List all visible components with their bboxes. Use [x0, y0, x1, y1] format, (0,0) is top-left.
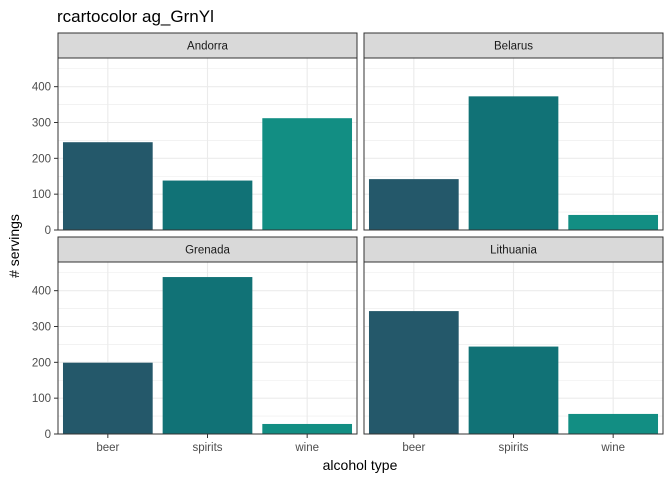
facet-strip: [57, 32, 358, 59]
y-tick-label: 200: [32, 153, 51, 165]
y-axis-title: # servings: [6, 214, 22, 278]
facet-strip-label: Andorra: [187, 41, 229, 53]
x-tick-label: beer: [402, 442, 425, 454]
x-tick-label: spirits: [498, 442, 528, 454]
bar-belarus-wine: [568, 214, 659, 230]
y-tick-label: 200: [32, 357, 51, 369]
bar-lithuania-beer: [368, 311, 459, 434]
facet-strip: [363, 236, 664, 263]
facet-strip-label: Lithuania: [490, 245, 537, 257]
bar-grenada-beer: [62, 362, 153, 434]
y-tick-label: 100: [32, 393, 51, 405]
bar-lithuania-spirits: [468, 346, 559, 434]
chart-title: rcartocolor ag_GrnYl: [57, 7, 214, 26]
facet-panel: Lithuania beer spirits wine: [363, 236, 664, 454]
x-tick-label: wine: [294, 442, 319, 454]
facet-strip-label: Grenada: [185, 245, 230, 257]
y-tick-label: 300: [32, 322, 51, 334]
bar-grenada-spirits: [162, 277, 253, 434]
y-tick-label: 0: [45, 429, 51, 441]
bar-belarus-spirits: [468, 96, 559, 230]
y-tick-label: 400: [32, 286, 51, 298]
facet-panel: Belarus: [363, 32, 664, 231]
bar-grenada-wine: [262, 423, 353, 434]
facet-panel: Grenada 0 100 200 300 400 beer spirits wine: [32, 236, 358, 454]
facet-strip-label: Belarus: [494, 41, 533, 53]
bar-belarus-beer: [368, 179, 459, 230]
x-axis-title: alcohol type: [323, 457, 398, 473]
bar-andorra-beer: [62, 142, 153, 230]
facet-strip: [57, 236, 358, 263]
y-tick-label: 400: [32, 82, 51, 94]
y-tick-label: 0: [45, 225, 51, 237]
bar-lithuania-wine: [568, 413, 659, 434]
facet-strip: [363, 32, 664, 59]
x-tick-label: spirits: [192, 442, 222, 454]
facet-panels: Andorra 0 100 200 300 400 Belarus Grenada 0 100 20…: [32, 32, 664, 454]
bar-andorra-wine: [262, 118, 353, 230]
facet-panel: Andorra 0 100 200 300 400: [32, 32, 358, 237]
x-tick-label: wine: [600, 442, 625, 454]
bar-andorra-spirits: [162, 180, 253, 230]
y-tick-label: 300: [32, 118, 51, 130]
y-tick-label: 100: [32, 189, 51, 201]
x-tick-label: beer: [96, 442, 119, 454]
